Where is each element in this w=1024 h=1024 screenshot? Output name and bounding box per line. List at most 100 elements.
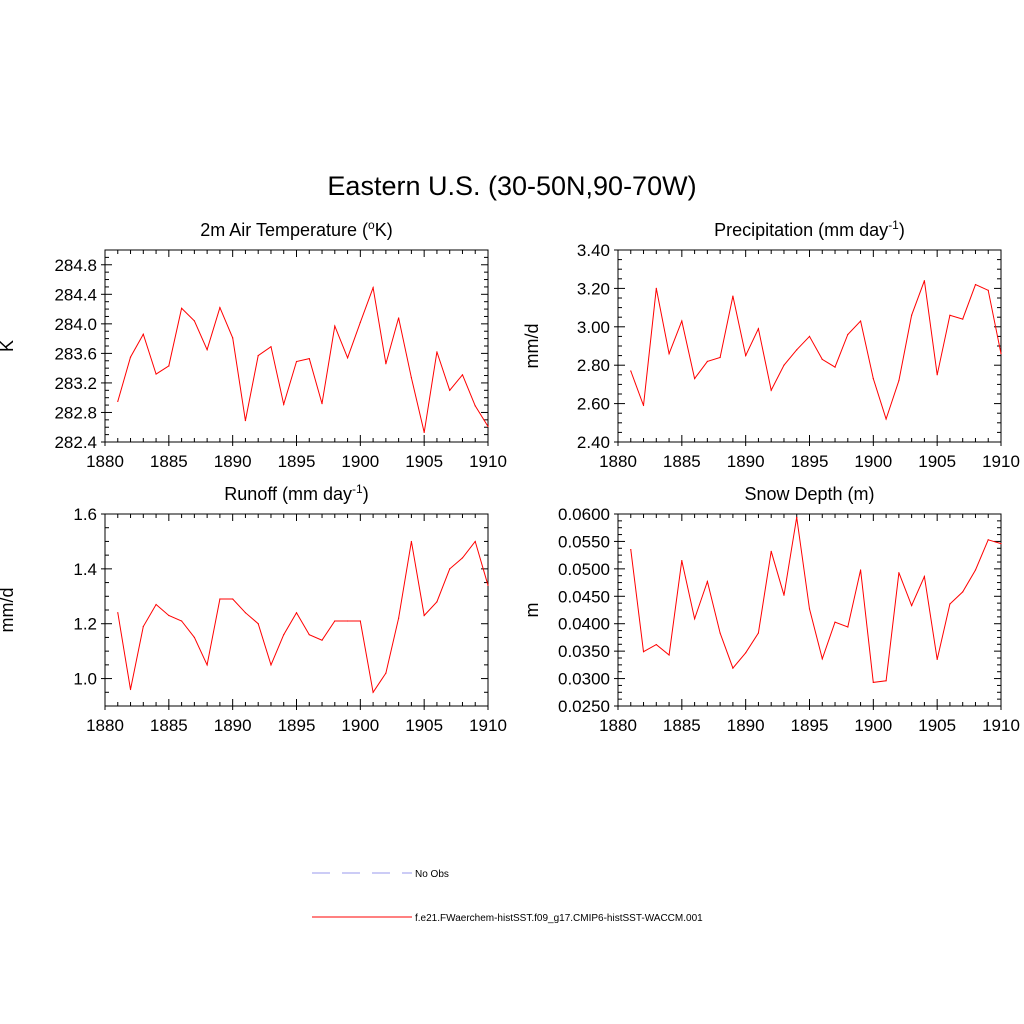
data-point — [398, 317, 400, 319]
data-point — [219, 598, 221, 600]
data-point — [898, 572, 900, 574]
y-tick-label: 0.0450 — [558, 587, 610, 606]
data-point — [283, 634, 285, 636]
series-line — [630, 280, 1002, 421]
data-point — [423, 614, 425, 617]
x-tick-label: 1880 — [599, 716, 637, 735]
x-tick-label: 1880 — [599, 452, 637, 471]
data-point — [142, 625, 144, 628]
data-point — [974, 283, 977, 286]
data-point — [206, 664, 208, 666]
data-point — [808, 335, 811, 337]
x-tick-label: 1880 — [86, 716, 124, 735]
panel-title-main: 2m Air Temperature ( — [200, 220, 368, 240]
x-tick-label: 1910 — [469, 716, 507, 735]
data-point — [193, 320, 195, 322]
y-tick-label: 0.0600 — [558, 505, 610, 524]
data-point — [244, 612, 247, 614]
data-point — [283, 403, 285, 405]
x-tick-label: 1890 — [214, 716, 252, 735]
data-point — [449, 389, 451, 391]
data-point — [244, 419, 247, 422]
data-point — [155, 603, 157, 606]
series-line — [117, 285, 489, 433]
y-tick-label: 2.40 — [577, 433, 610, 452]
y-tick-label: 1.2 — [73, 615, 97, 634]
x-tick-label: 1910 — [982, 716, 1020, 735]
data-point — [232, 598, 234, 600]
panel-title: Precipitation (mm day-1) — [714, 218, 905, 240]
data-point — [668, 353, 670, 355]
x-tick-label: 1905 — [918, 452, 956, 471]
data-point — [308, 357, 310, 360]
data-point — [270, 664, 272, 666]
data-point — [474, 405, 476, 407]
data-point — [346, 620, 349, 622]
data-point — [745, 355, 747, 357]
data-point — [346, 357, 349, 359]
data-point — [885, 680, 887, 682]
data-point — [962, 591, 964, 593]
data-point — [872, 378, 874, 380]
x-tick-label: 1885 — [150, 452, 188, 471]
data-point — [681, 320, 683, 322]
panel-title-sup: -1 — [352, 482, 363, 496]
data-point — [719, 632, 721, 634]
data-point — [859, 320, 862, 322]
data-point — [1000, 353, 1002, 355]
x-tick-label: 1905 — [918, 716, 956, 735]
y-axis-label: m — [522, 603, 542, 618]
data-point — [796, 349, 798, 351]
data-point — [847, 333, 849, 336]
data-point — [630, 549, 632, 551]
y-tick-label: 282.4 — [54, 433, 97, 452]
y-tick-label: 284.4 — [54, 285, 97, 304]
panel-title-sup: o — [368, 218, 375, 232]
legend: No Obs f.e21.FWaerchem-histSST.f09_g17.CM… — [312, 869, 703, 924]
panel-2: Precipitation (mm day-1) 1880 1885 1890 1895… — [522, 218, 1020, 471]
data-point — [732, 667, 734, 669]
data-point — [655, 643, 657, 646]
panel-title-after: ) — [899, 220, 905, 240]
panel-title: Snow Depth (m) — [744, 484, 874, 504]
data-point — [117, 400, 119, 402]
panel-title: Runoff (mm day-1) — [224, 482, 368, 504]
panel-3: Runoff (mm day-1) 1880 1885 1890 1895 1900 190… — [0, 482, 507, 735]
y-axis-label: mm/d — [522, 324, 542, 369]
data-point — [732, 295, 734, 297]
y-tick-label: 0.0550 — [558, 532, 610, 551]
data-point — [745, 652, 747, 654]
data-point — [770, 389, 772, 391]
series-line — [117, 540, 489, 694]
data-point — [359, 620, 361, 622]
data-point — [117, 612, 119, 614]
x-tick-label: 1910 — [469, 452, 507, 471]
y-tick-label: 282.8 — [54, 403, 97, 422]
y-tick-label: 283.2 — [54, 374, 97, 393]
data-point — [181, 620, 183, 622]
y-tick-label: 1.0 — [73, 670, 97, 689]
x-tick-label: 1900 — [854, 452, 892, 471]
data-point — [783, 594, 785, 596]
x-tick-label: 1890 — [727, 716, 765, 735]
data-point — [155, 373, 157, 375]
data-point — [359, 321, 361, 323]
y-tick-label: 0.0350 — [558, 642, 610, 661]
panel-title-sup: -1 — [888, 218, 899, 232]
y-tick-label: 3.20 — [577, 279, 610, 298]
data-point — [694, 378, 696, 380]
data-point — [770, 550, 772, 552]
panel-title-main: Precipitation (mm day — [714, 220, 888, 240]
data-point — [308, 634, 310, 636]
data-point — [436, 351, 438, 353]
panel-1: 2m Air Temperature (oK) 1880 1885 1890 1895 1… — [0, 218, 507, 471]
x-tick-label: 1895 — [278, 452, 316, 471]
y-tick-label: 0.0500 — [558, 560, 610, 579]
data-point — [911, 314, 913, 316]
data-point — [757, 632, 760, 634]
x-tick-label: 1900 — [341, 452, 379, 471]
x-tick-label: 1895 — [791, 452, 829, 471]
data-point — [334, 325, 336, 327]
y-tick-label: 0.0400 — [558, 615, 610, 634]
